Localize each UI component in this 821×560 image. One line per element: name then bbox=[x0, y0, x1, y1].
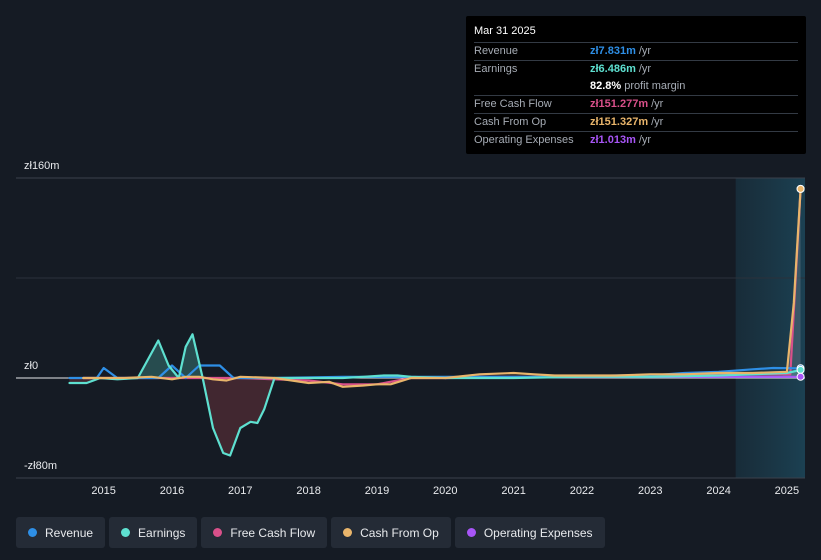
tooltip-row-value: zł6.486m bbox=[590, 63, 636, 75]
legend-label: Revenue bbox=[45, 525, 94, 540]
legend-item-free-cash-flow[interactable]: Free Cash Flow bbox=[201, 517, 328, 548]
x-tick-label: 2019 bbox=[364, 485, 390, 497]
x-tick-label: 2021 bbox=[501, 485, 526, 497]
financials-chart bbox=[16, 177, 805, 479]
cash-from-op-area bbox=[780, 188, 801, 378]
tooltip-row-unit: /yr bbox=[638, 63, 652, 75]
tooltip-row: Earnings zł6.486m/yr bbox=[474, 60, 798, 77]
tooltip-row-value: zł151.277m bbox=[590, 98, 649, 110]
tooltip-row-unit: /yr bbox=[651, 116, 664, 128]
tooltip-row-label: Operating Expenses bbox=[474, 134, 574, 146]
x-tick-label: 2018 bbox=[296, 485, 321, 497]
x-tick-label: 2022 bbox=[569, 485, 595, 497]
x-tick-label: 2017 bbox=[228, 485, 253, 497]
tooltip-row-value: zł7.831m bbox=[590, 45, 636, 57]
tooltip-row: 82.8% profit margin bbox=[474, 78, 798, 94]
legend-item-revenue[interactable]: Revenue bbox=[16, 517, 106, 548]
chart-legend: Revenue Earnings Free Cash Flow Cash From O… bbox=[16, 517, 605, 548]
tooltip-row-label: Revenue bbox=[474, 45, 519, 57]
x-tick-label: 2016 bbox=[159, 485, 185, 497]
tooltip-row: Operating Expenses zł1.013m/yr bbox=[474, 131, 798, 148]
tooltip-row: Free Cash Flow zł151.277m/yr bbox=[474, 95, 798, 112]
x-tick-label: 2015 bbox=[91, 485, 116, 497]
tooltip-date: Mar 31 2025 bbox=[474, 25, 536, 37]
tooltip-row-unit: /yr bbox=[638, 45, 652, 57]
tooltip-row-value: 82.8% bbox=[590, 80, 622, 92]
tooltip-row-label bbox=[474, 78, 590, 94]
tooltip-row-label: Free Cash Flow bbox=[474, 98, 552, 110]
earnings-negative-area bbox=[69, 378, 801, 456]
legend-dot-icon bbox=[466, 528, 476, 537]
y-tick-label: zł160m bbox=[24, 160, 60, 172]
legend-item-earnings[interactable]: Earnings bbox=[109, 517, 198, 548]
legend-label: Free Cash Flow bbox=[230, 525, 316, 540]
legend-label: Earnings bbox=[138, 525, 186, 540]
tooltip-row-unit: /yr bbox=[651, 98, 664, 110]
tooltip-row-unit: /yr bbox=[638, 134, 652, 146]
series-line-cash-from-op bbox=[82, 187, 802, 388]
y-tick-label: -zł80m bbox=[24, 460, 58, 472]
tooltip-row-unit: profit margin bbox=[624, 80, 686, 92]
x-tick-label: 2023 bbox=[638, 485, 663, 497]
end-point-cash-from-op bbox=[796, 184, 805, 193]
legend-dot-icon bbox=[343, 528, 353, 537]
legend-label: Cash From Op bbox=[360, 525, 439, 540]
legend-dot-icon bbox=[121, 528, 131, 537]
end-point-earnings bbox=[796, 365, 805, 374]
tooltip-row: Revenue zł7.831m/yr bbox=[474, 42, 798, 59]
x-tick-label: 2025 bbox=[774, 485, 800, 497]
data-tooltip: Mar 31 2025 Revenue zł7.831m/yr Earnings zł… bbox=[466, 16, 806, 154]
legend-dot-icon bbox=[28, 528, 37, 537]
legend-dot-icon bbox=[213, 528, 223, 537]
x-tick-label: 2024 bbox=[706, 485, 731, 497]
series-line-earnings bbox=[68, 333, 802, 457]
x-tick-label: 2020 bbox=[433, 485, 458, 497]
tooltip-row-value: zł1.013m bbox=[590, 134, 636, 146]
tooltip-row-value: zł151.327m bbox=[590, 116, 649, 128]
y-tick-label: zł0 bbox=[24, 360, 39, 372]
earnings-positive-area bbox=[69, 334, 801, 378]
tooltip-row-label: Earnings bbox=[474, 63, 518, 75]
legend-label: Operating Expenses bbox=[483, 525, 593, 540]
end-point-operating-expenses bbox=[796, 372, 805, 381]
legend-item-operating-expenses[interactable]: Operating Expenses bbox=[454, 517, 605, 548]
legend-item-cash-from-op[interactable]: Cash From Op bbox=[331, 517, 451, 548]
tooltip-row-label: Cash From Op bbox=[474, 116, 547, 128]
tooltip-row: Cash From Op zł151.327m/yr bbox=[474, 113, 798, 130]
